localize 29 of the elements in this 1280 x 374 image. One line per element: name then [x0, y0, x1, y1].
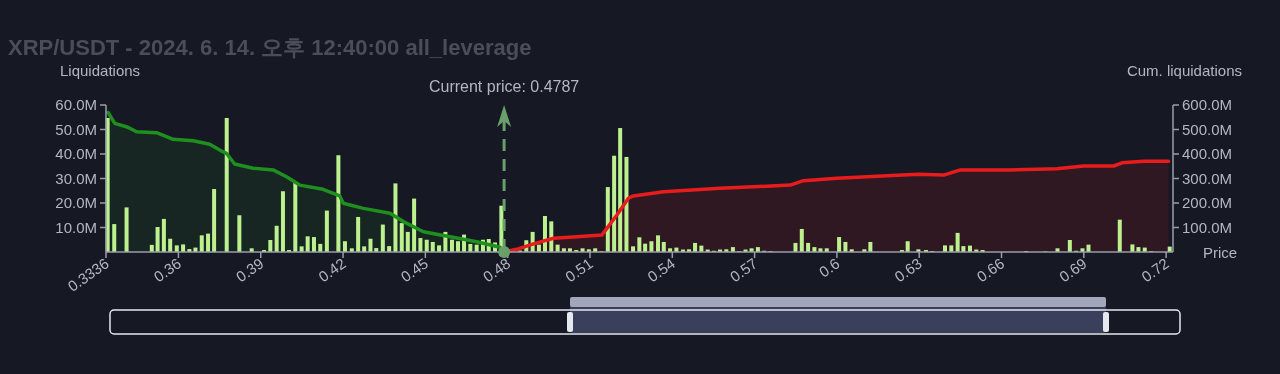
x-tick-label: 0.57: [726, 254, 761, 286]
x-tick-label: 0.63: [891, 254, 925, 286]
x-tick-label: 0.69: [1055, 254, 1090, 286]
x-tick-label: 0.48: [479, 254, 514, 286]
x-tick-label: 0.39: [232, 254, 267, 286]
y-tick-label: 40.0M: [55, 145, 97, 162]
y2-tick-label: 300.0M: [1182, 169, 1233, 187]
x-tick-label: 0.45: [397, 254, 432, 286]
x-axis-title: Price: [1203, 244, 1238, 261]
x-tick-label: 0.72: [1138, 254, 1172, 286]
y-tick-label: 50.0M: [55, 120, 97, 138]
y2-tick-label: 600.0M: [1182, 96, 1233, 113]
y2-tick-label: 200.0M: [1182, 194, 1233, 211]
y2-tick-label: 400.0M: [1182, 145, 1233, 162]
x-tick-label: 0.66: [973, 254, 1008, 286]
x-tick-label: 0.54: [644, 254, 679, 286]
y2-tick-label: 100.0M: [1182, 218, 1233, 236]
x-tick-label: 0.42: [315, 254, 349, 286]
y-tick-label: 20.0M: [55, 194, 97, 211]
x-tick-label: 0.51: [562, 254, 596, 286]
y-tick-label: 60.0M: [55, 96, 97, 113]
y-tick-label: 10.0M: [55, 218, 97, 236]
x-tick-label: 0.6: [815, 254, 843, 281]
y2-tick-label: 500.0M: [1182, 120, 1233, 138]
y-tick-label: 30.0M: [55, 169, 97, 187]
x-tick-label: 0.36: [150, 254, 185, 286]
y-axis-title: Liquidations: [60, 62, 141, 79]
ref-line-label: Current price: 0.4787: [428, 78, 580, 95]
y2-axis-title: Cum. liquidations: [1126, 62, 1242, 79]
